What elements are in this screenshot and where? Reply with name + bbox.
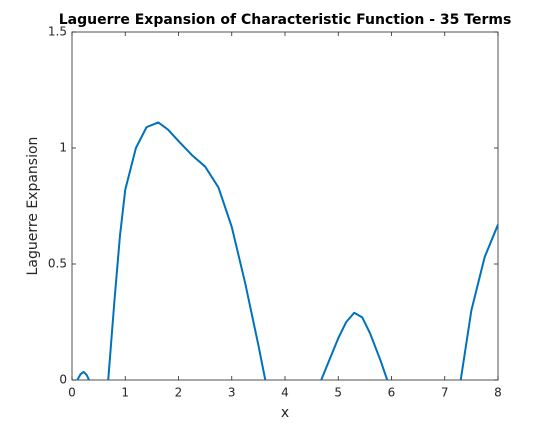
x-axis-label: x [281, 405, 289, 421]
x-tick-label: 7 [441, 386, 449, 400]
x-tick-label: 6 [388, 386, 396, 400]
y-tick-label: 1.5 [48, 25, 67, 39]
x-tick-label: 5 [334, 386, 342, 400]
x-tick-label: 2 [175, 386, 183, 400]
y-axis-label: Laguerre Expansion [25, 137, 41, 276]
y-tick-label: 0.5 [48, 257, 67, 271]
chart-title: Laguerre Expansion of Characteristic Fun… [59, 12, 512, 28]
x-tick-label: 8 [494, 386, 502, 400]
x-tick-label: 1 [121, 386, 129, 400]
y-tick-label: 0 [59, 373, 67, 387]
line-series [76, 121, 498, 380]
x-tick-label: 3 [228, 386, 236, 400]
x-tick-label: 4 [281, 386, 289, 400]
y-tick-label: 1 [59, 141, 67, 155]
x-tick-label: 0 [68, 386, 76, 400]
